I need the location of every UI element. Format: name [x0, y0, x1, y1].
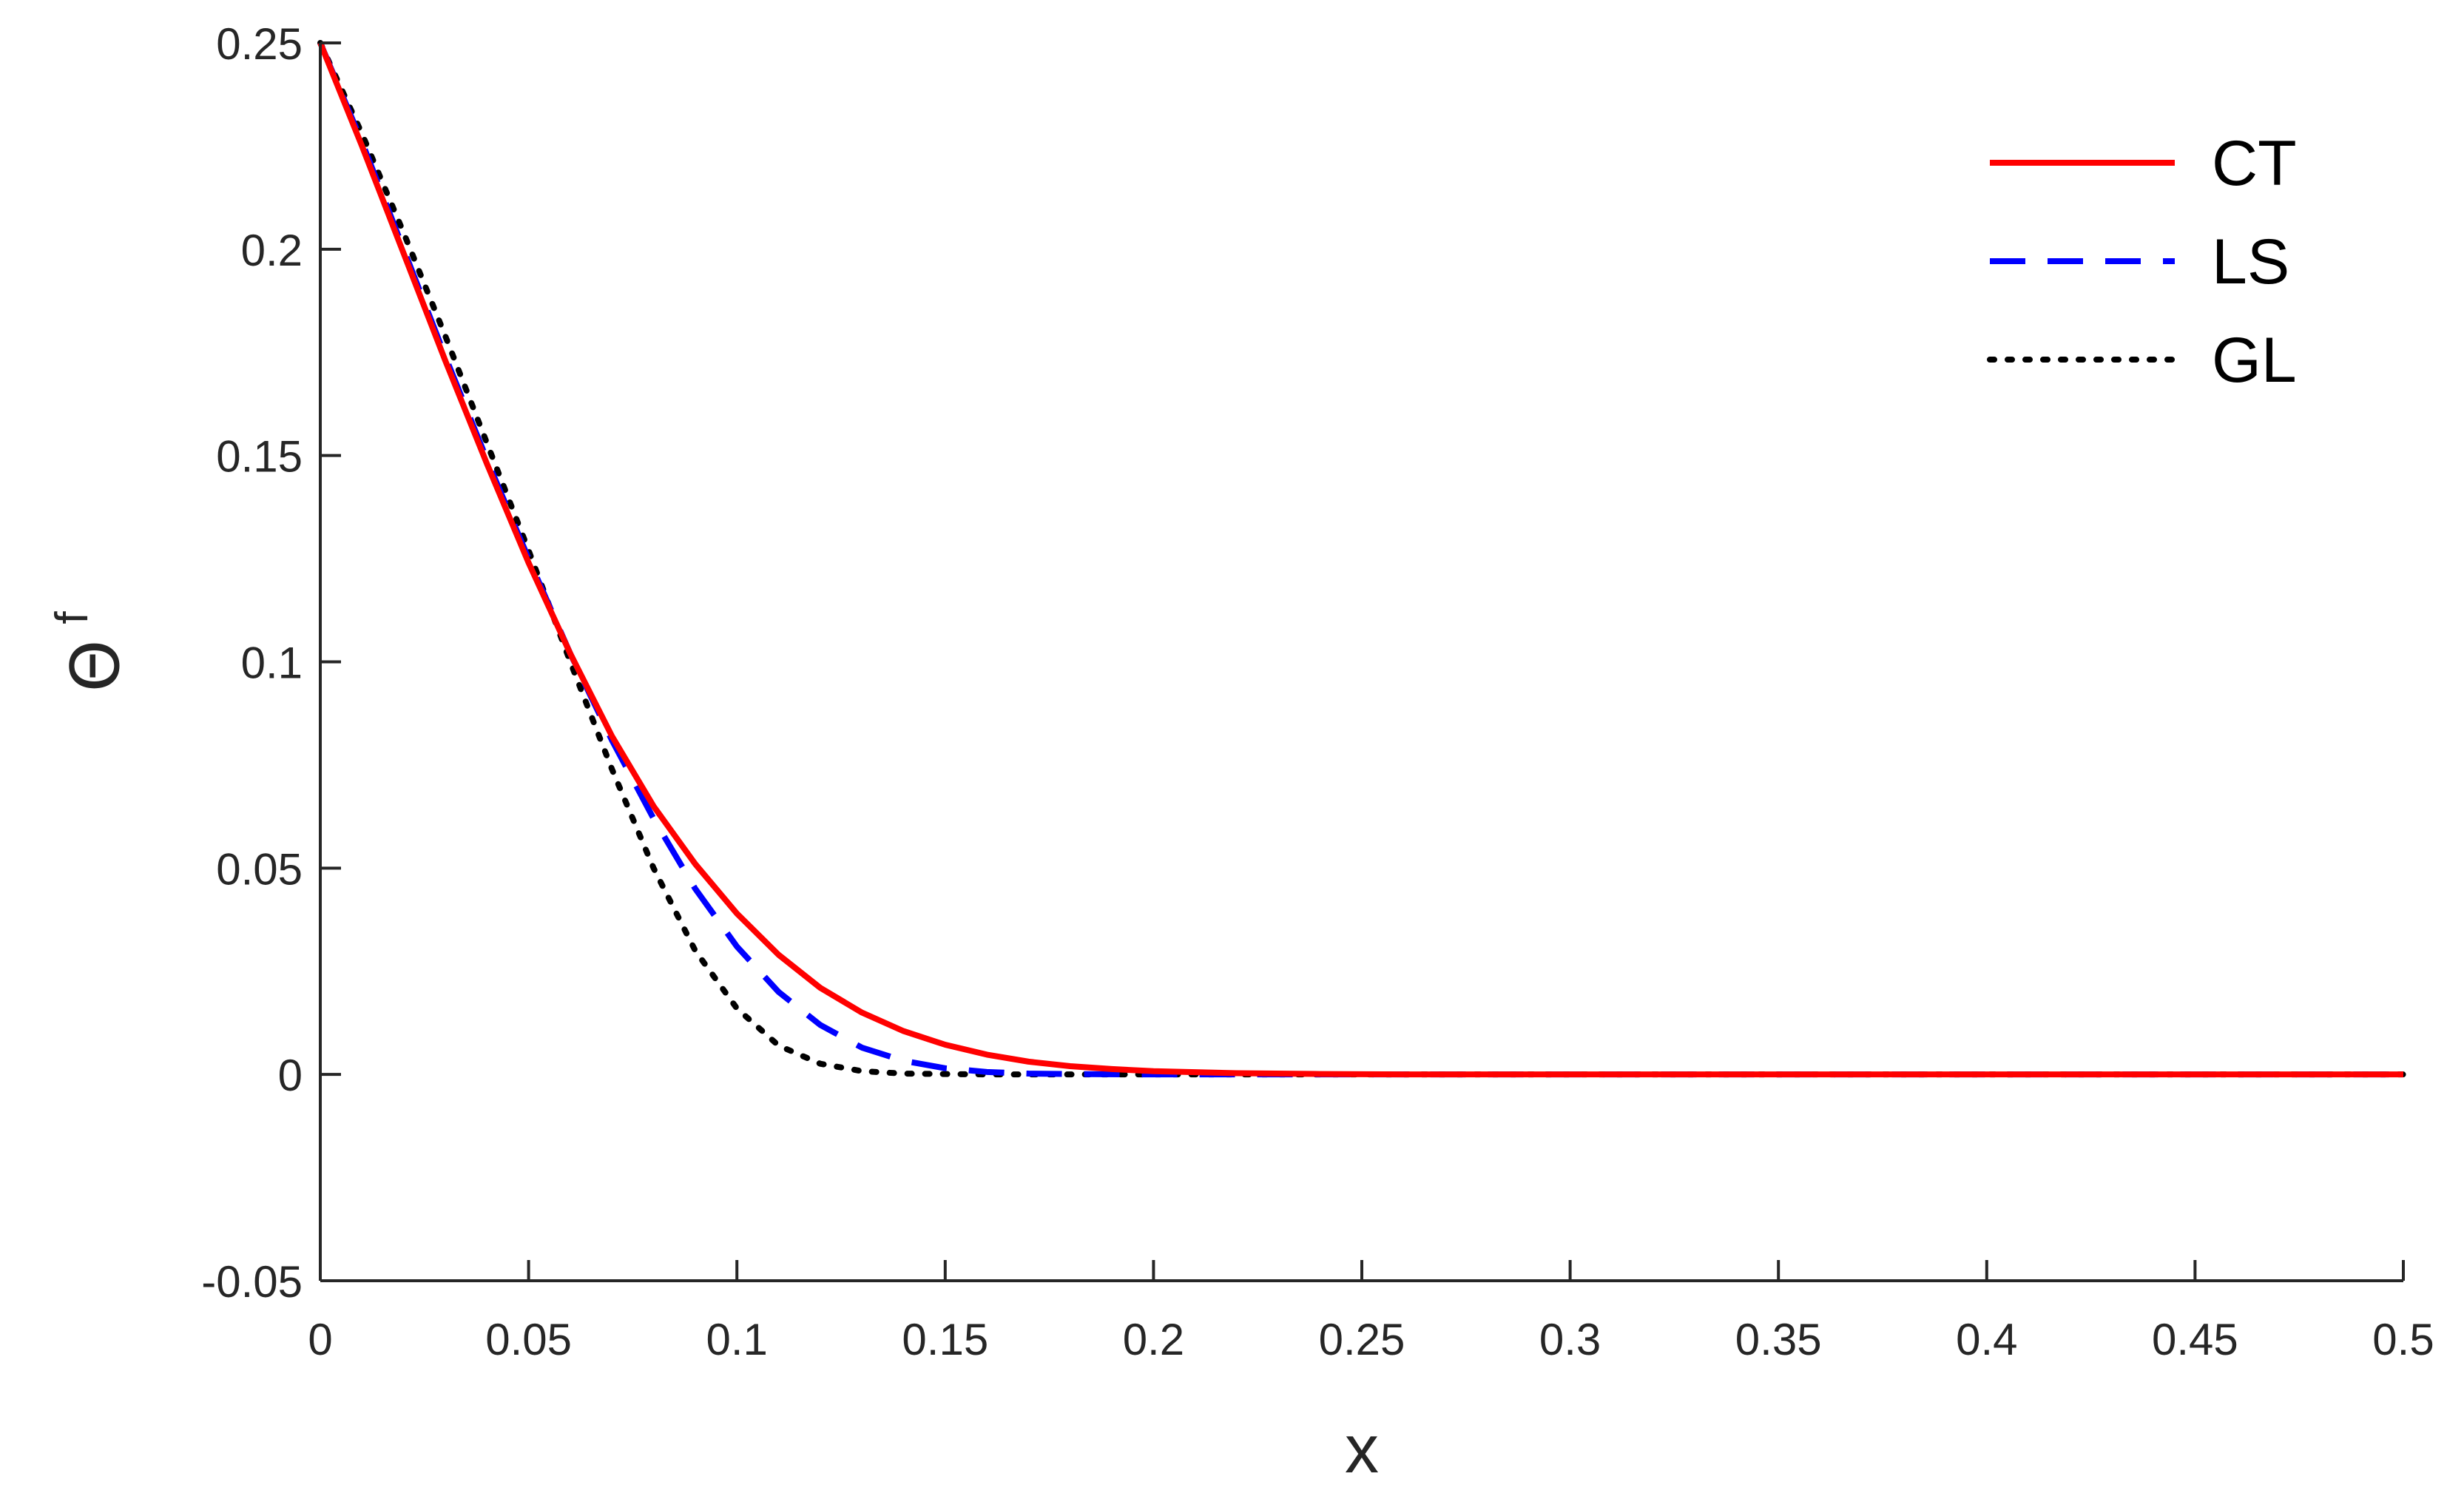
series-line-gl: [317, 40, 2406, 1078]
y-axis-label-symbol: Θ: [57, 640, 135, 693]
x-tick-label: 0.2: [1123, 1315, 1184, 1364]
x-axis-ticks: 0 0.05 0.1 0.15 0.2 0.25 0.3 0.35 0.4 0.45 0.5: [308, 1260, 2434, 1364]
x-tick-label: 0.4: [1956, 1315, 2017, 1364]
x-tick-label: 0.5: [2372, 1315, 2434, 1364]
legend-label-ls: LS: [2212, 226, 2289, 297]
x-axis-label: x: [1345, 1412, 1379, 1487]
y-tick-label: -0.05: [201, 1257, 303, 1307]
x-tick-label: 0.15: [902, 1315, 988, 1364]
x-tick-label: 0.3: [1539, 1315, 1601, 1364]
y-tick-label: 0.05: [216, 844, 303, 894]
legend-label-ct: CT: [2212, 128, 2297, 199]
y-axis-ticks: -0.05 0 0.05 0.1 0.15 0.2 0.25: [201, 19, 341, 1307]
x-tick-label: 0.35: [1735, 1315, 1822, 1364]
series-layer: [317, 40, 2406, 1078]
y-axis-label-superscript: f: [47, 611, 98, 624]
x-tick-label: 0.25: [1319, 1315, 1405, 1364]
y-tick-label: 0: [278, 1051, 303, 1100]
x-tick-label: 0.05: [485, 1315, 572, 1364]
y-tick-label: 0.15: [216, 432, 303, 482]
x-tick-label: 0: [308, 1315, 332, 1364]
y-axis-label: Θ f: [47, 611, 135, 693]
axes: [319, 43, 2403, 1282]
series-line-ct: [317, 41, 2403, 1078]
x-tick-label: 0.45: [2152, 1315, 2238, 1364]
legend-label-gl: GL: [2212, 325, 2297, 396]
y-tick-label: 0.25: [216, 19, 303, 69]
series-line-ls: [317, 41, 2403, 1078]
y-tick-label: 0.1: [241, 639, 303, 688]
y-tick-label: 0.2: [241, 226, 303, 275]
legend: CT LS GL: [1987, 128, 2297, 396]
x-tick-label: 0.1: [706, 1315, 767, 1364]
